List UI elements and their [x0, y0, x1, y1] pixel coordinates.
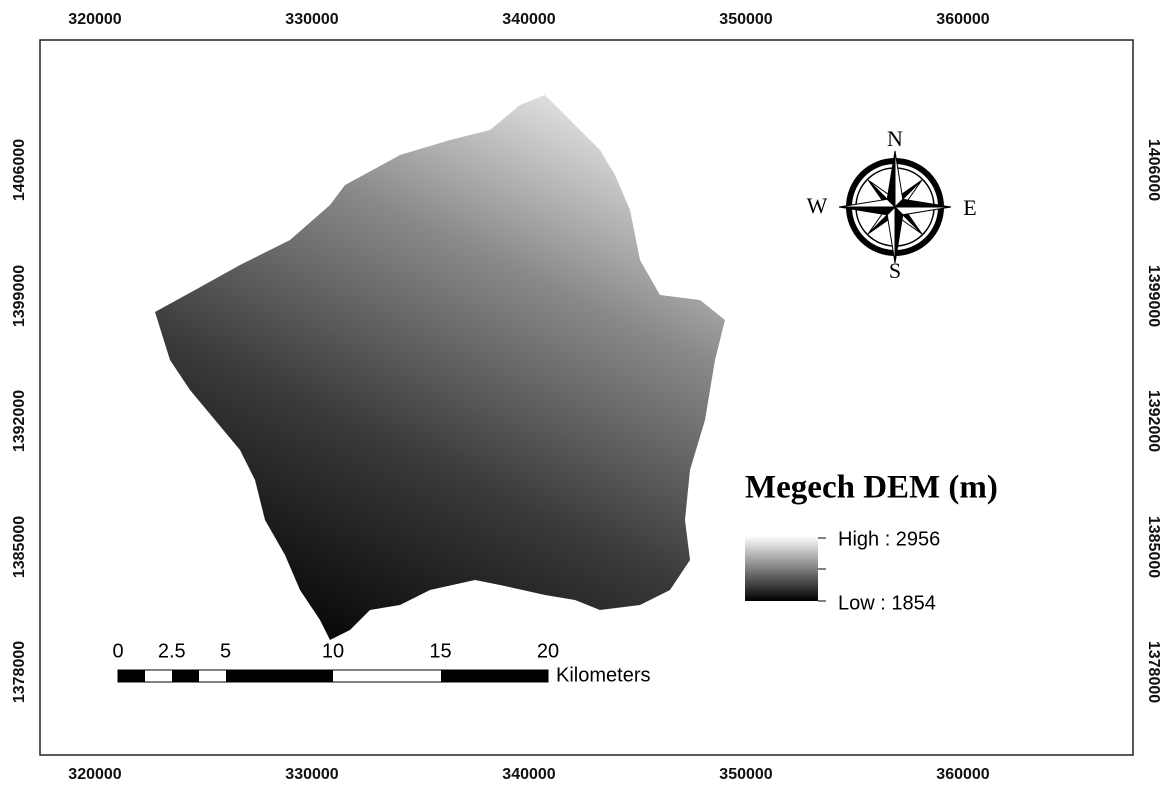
x-coordinate-label: 320000	[68, 766, 121, 783]
y-coordinate-label: 1399000	[11, 265, 28, 327]
compass-north: N	[887, 126, 903, 151]
scale-label: 5	[220, 640, 231, 662]
y-coordinate-label: 1385000	[1145, 516, 1162, 578]
y-coordinate-label: 1378000	[1145, 641, 1162, 703]
scale-segment	[226, 670, 333, 682]
scale-label: 2.5	[158, 640, 186, 662]
y-coordinate-label: 1406000	[11, 139, 28, 201]
x-coordinate-label: 350000	[719, 766, 772, 783]
scale-segment	[118, 670, 145, 682]
scale-label: 10	[322, 640, 344, 662]
y-coordinate-label: 1406000	[1145, 139, 1162, 201]
x-coordinate-label: 360000	[936, 766, 989, 783]
x-coordinate-label: 330000	[285, 11, 338, 28]
x-coordinate-label: 330000	[285, 766, 338, 783]
scale-label: 15	[429, 640, 451, 662]
y-coordinate-label: 1385000	[11, 516, 28, 578]
scale-segment	[441, 670, 548, 682]
y-coordinate-label: 1378000	[11, 641, 28, 703]
y-coordinate-label: 1392000	[11, 390, 28, 452]
legend-high: High : 2956	[838, 528, 940, 550]
scale-label: 20	[537, 640, 559, 662]
map: N S W E Megech DEM (m) High : 2956 Low :…	[0, 0, 1169, 792]
y-coordinate-label: 1399000	[1145, 265, 1162, 327]
x-coordinate-label: 350000	[719, 11, 772, 28]
x-coordinate-label: 360000	[936, 11, 989, 28]
legend-ramp	[745, 536, 818, 601]
scale-segment	[172, 670, 199, 682]
scale-label: 0	[112, 640, 123, 662]
scale-unit: Kilometers	[556, 664, 650, 686]
x-coordinate-label: 320000	[68, 11, 121, 28]
x-coordinate-label: 340000	[502, 11, 555, 28]
x-coordinate-label: 340000	[502, 766, 555, 783]
legend-low: Low : 1854	[838, 592, 936, 614]
compass-east: E	[963, 195, 976, 220]
y-coordinate-label: 1392000	[1145, 390, 1162, 452]
legend-title: Megech DEM (m)	[745, 470, 998, 506]
compass-west: W	[807, 193, 828, 218]
